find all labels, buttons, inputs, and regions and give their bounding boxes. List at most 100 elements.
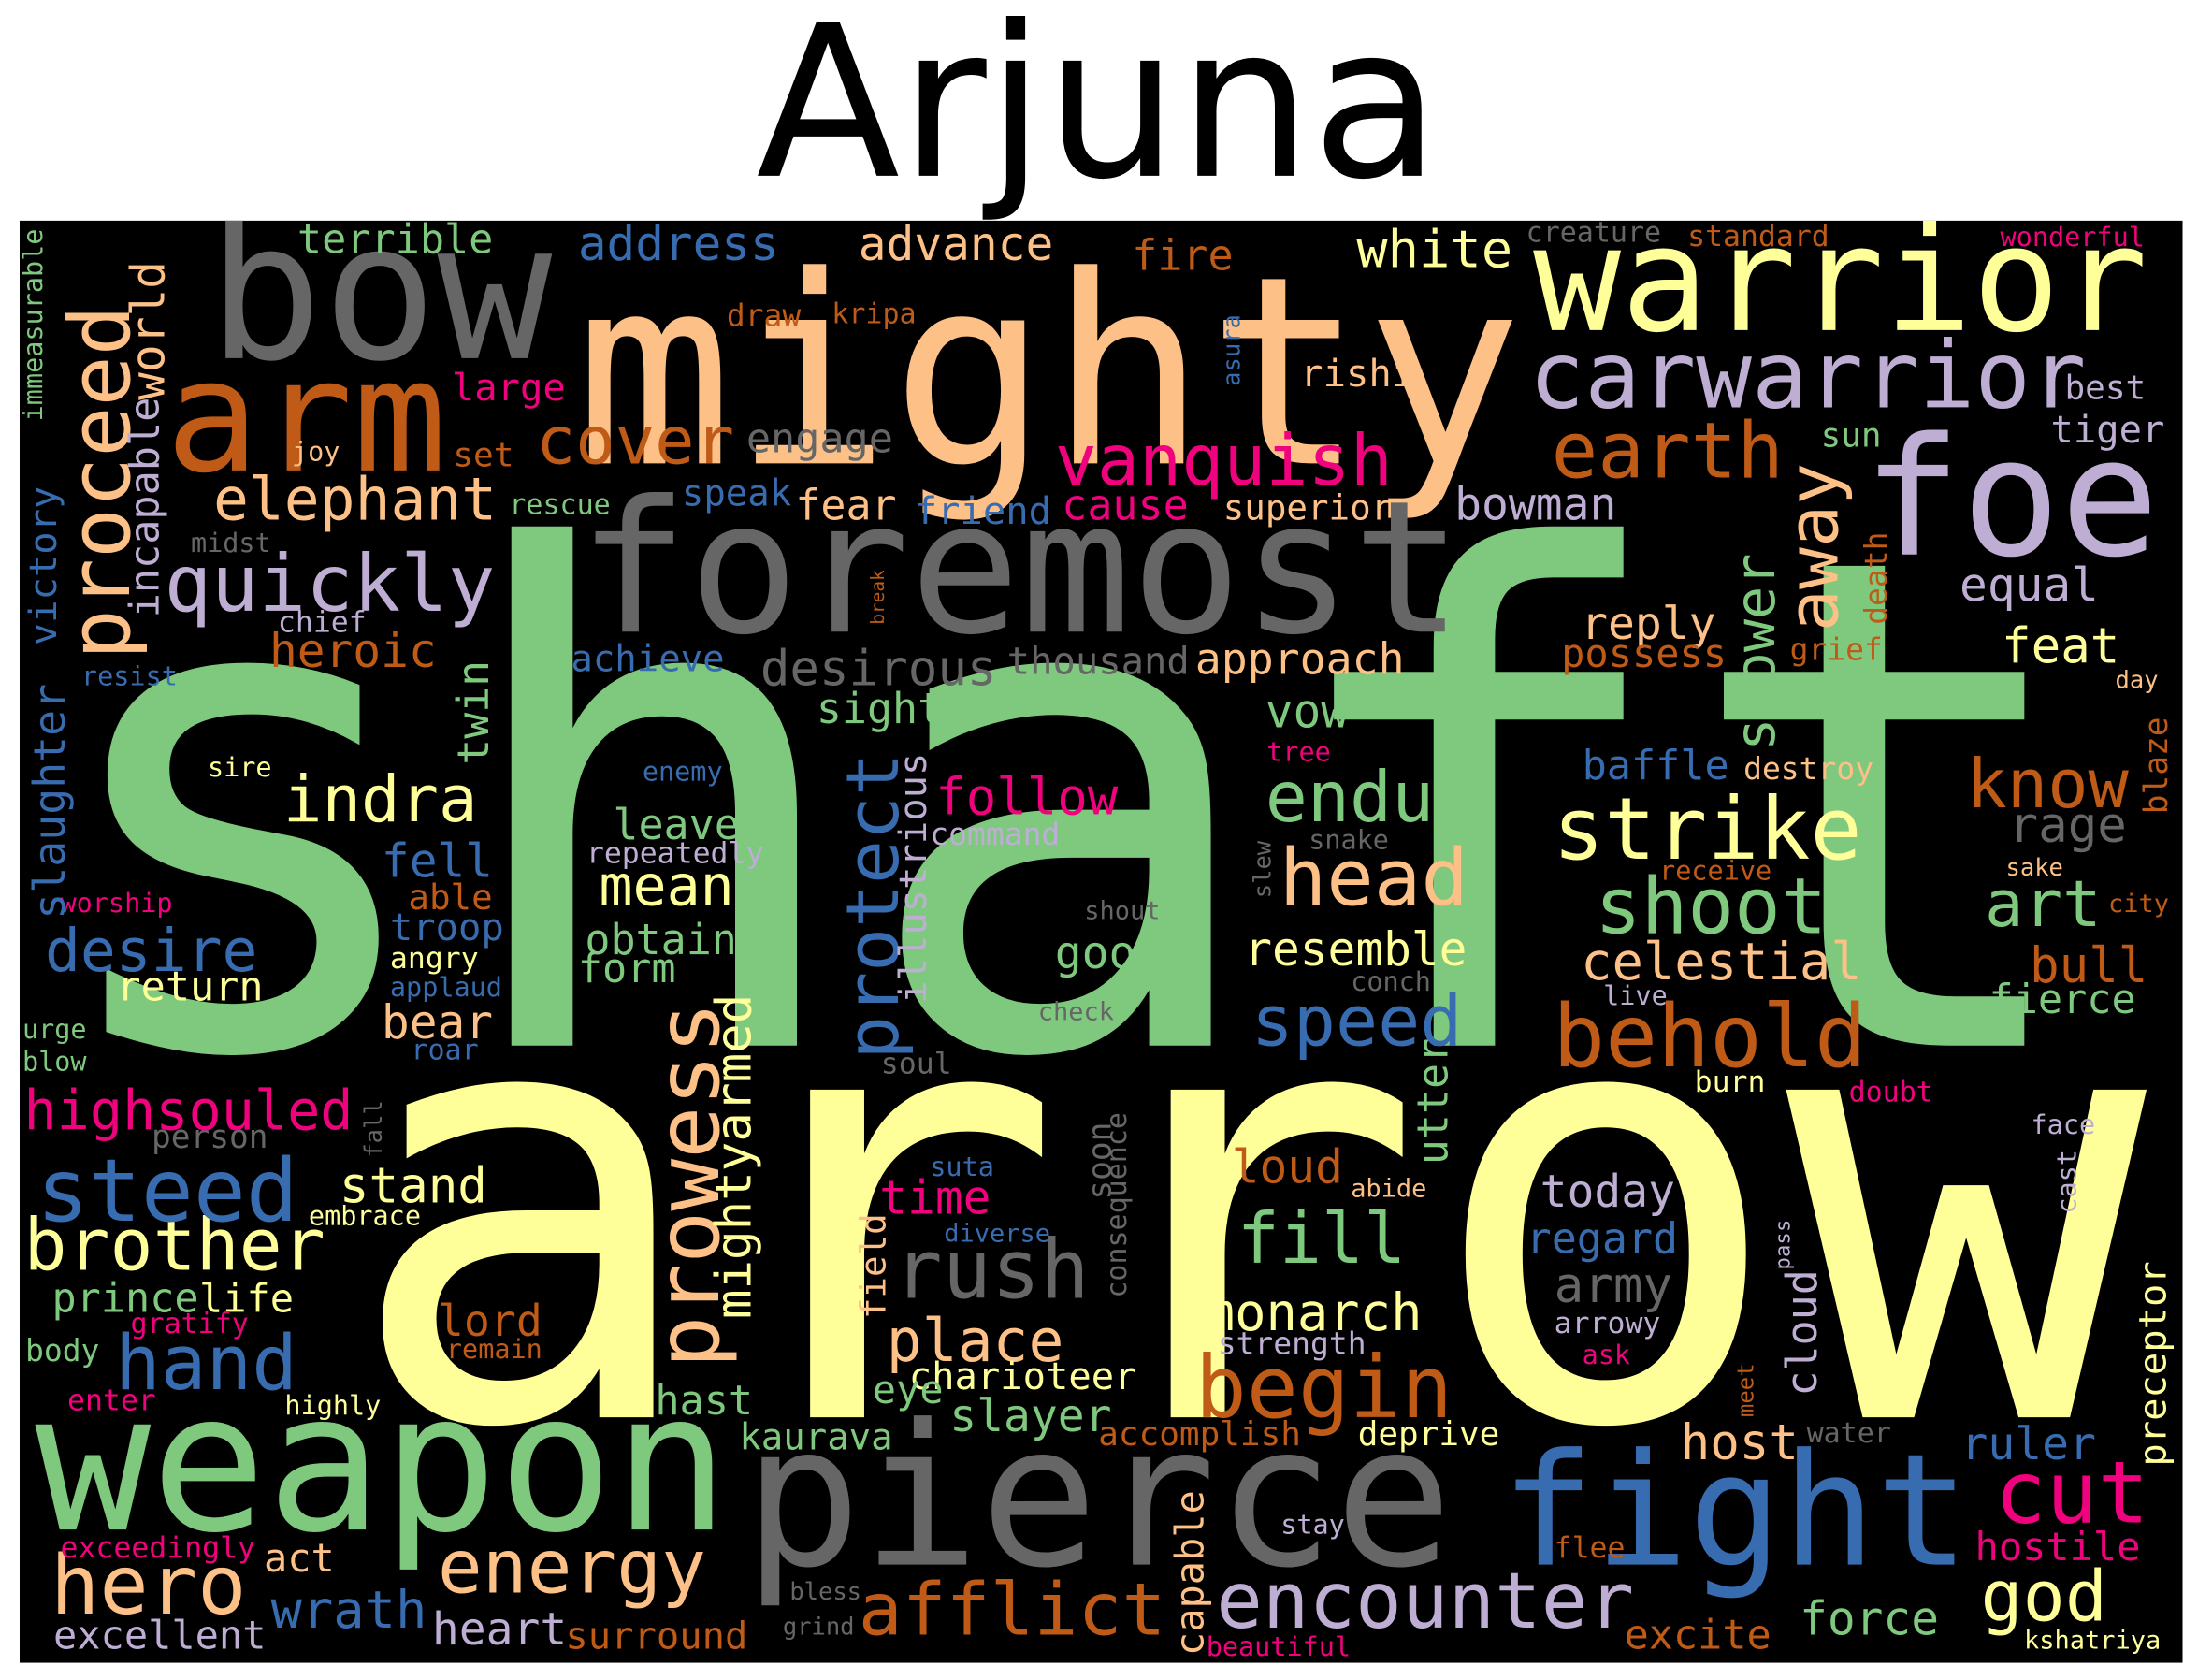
word: exceedingly (60, 1531, 255, 1565)
word: elephant (213, 465, 497, 533)
word: brother (23, 1205, 325, 1288)
word: stay (1280, 1510, 1345, 1541)
word: receive (1659, 856, 1771, 887)
word: midst (191, 528, 271, 558)
word: return (116, 964, 263, 1011)
word: snake (1309, 825, 1389, 856)
word: resist (81, 660, 178, 691)
word: set (453, 436, 513, 474)
word: energy (438, 1524, 706, 1611)
word: live (1603, 980, 1668, 1011)
cloud-background (19, 220, 2183, 1663)
word: wrath (270, 1581, 427, 1641)
word: draw (727, 297, 802, 333)
word: worship (60, 888, 172, 919)
word: begin (1195, 1338, 1453, 1438)
word: field (852, 1213, 893, 1319)
word: hostile (1975, 1524, 2141, 1570)
word: resemble (1244, 922, 1467, 977)
word: speak (682, 472, 791, 514)
word: soul (881, 1048, 952, 1081)
word: advance (859, 217, 1053, 271)
word: kaurava (739, 1417, 892, 1459)
word: conch (1351, 966, 1431, 997)
word: celestial (1581, 933, 1862, 992)
word: bear (382, 995, 493, 1050)
word: act (264, 1535, 335, 1581)
word: doubt (1849, 1077, 1933, 1109)
word: blaze (2138, 717, 2176, 814)
word: chief (278, 605, 367, 639)
word: cloud (1777, 1269, 1827, 1396)
word: proceed (51, 305, 150, 659)
word: soon (1082, 1122, 1120, 1200)
word: kshatriya (2024, 1627, 2161, 1656)
word: excite (1625, 1613, 1771, 1659)
word: victory (21, 486, 65, 646)
word: diverse (944, 1220, 1050, 1249)
word: host (1681, 1414, 1799, 1471)
word: quickly (164, 538, 495, 630)
word: face (2032, 1109, 2096, 1140)
word: eye (873, 1367, 944, 1412)
title: Arjuna (756, 0, 1440, 226)
word: incapable (122, 398, 168, 618)
word: equal (1959, 558, 2099, 612)
word: angry (390, 942, 479, 976)
word: obtain (585, 915, 737, 964)
word: immeasurable (18, 229, 49, 422)
word: arrow (343, 862, 2150, 1559)
word: cover (536, 402, 734, 479)
word: sun (1821, 416, 1882, 455)
word: fire (1132, 230, 1233, 280)
word: place (887, 1307, 1064, 1375)
word: regard (1526, 1214, 1679, 1264)
word: roar (411, 1035, 478, 1067)
word: kripa (831, 297, 916, 330)
word: pierce (744, 1383, 1453, 1612)
word: break (867, 570, 889, 625)
word: foremost (578, 462, 1463, 675)
word: arm (166, 326, 447, 508)
word: highsouled (23, 1079, 353, 1143)
word: abide (1351, 1175, 1426, 1204)
word: asura (1219, 314, 1247, 386)
word: behold (1553, 986, 1867, 1087)
word: death (1858, 532, 1894, 625)
word: protect (831, 752, 916, 1060)
word: day (2116, 666, 2159, 694)
word: superior (1223, 486, 1393, 528)
word: twin (448, 660, 499, 765)
word: tiger (2051, 407, 2165, 452)
word: tree (1266, 736, 1331, 767)
word: cast (2052, 1150, 2083, 1214)
word: endue (1265, 756, 1477, 838)
word: possess (1561, 630, 1727, 676)
word: prowess (638, 1002, 739, 1369)
word: rishi (1300, 351, 1414, 396)
word: white (1356, 220, 1512, 280)
word: indra (283, 762, 478, 837)
word: slaughter (24, 684, 75, 920)
word: heart (432, 1603, 567, 1656)
word: remain (446, 1334, 542, 1365)
word: steed (36, 1140, 298, 1241)
word: water (1807, 1417, 1891, 1450)
word: gratify (130, 1308, 248, 1340)
word: enter (67, 1384, 156, 1418)
word: hand (115, 1320, 297, 1408)
word: mean (599, 854, 733, 920)
word: utter (1409, 1038, 1458, 1165)
word: cut (1995, 1443, 2149, 1543)
word: rush (893, 1223, 1089, 1318)
word: deprive (1358, 1415, 1500, 1454)
word: embrace (309, 1201, 421, 1232)
word: slew (1250, 840, 1278, 898)
word: desirous (760, 640, 997, 697)
word: suta (930, 1151, 994, 1182)
word: friend (915, 488, 1051, 533)
word: head (1280, 833, 1468, 924)
word: capable (1167, 1490, 1213, 1656)
word: lord (438, 1296, 542, 1346)
